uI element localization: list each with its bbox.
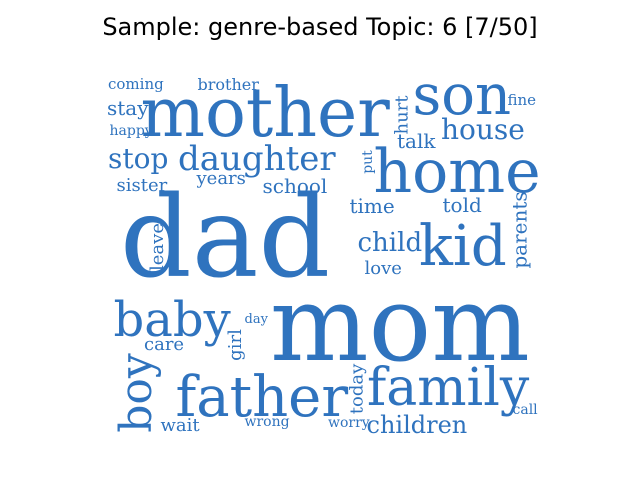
word-daughter: daughter: [178, 139, 336, 179]
word-love: love: [364, 258, 402, 279]
word-sister: sister: [116, 175, 168, 196]
word-children: children: [366, 411, 468, 439]
word-brother: brother: [197, 75, 259, 94]
word-day: day: [244, 311, 268, 327]
word-house: house: [441, 113, 525, 146]
word-cloud: dad mom mother son home kid father family baby bo…: [100, 63, 541, 440]
word-years: years: [196, 168, 246, 189]
word-mom: mom: [270, 263, 530, 385]
word-wait: wait: [160, 415, 200, 436]
plot-title: Sample: genre-based Topic: 6 [7/50]: [102, 13, 538, 41]
word-time: time: [349, 194, 395, 218]
word-dad: dad: [120, 173, 331, 303]
word-told: told: [442, 193, 482, 217]
word-father: father: [175, 365, 349, 430]
word-fine: fine: [507, 90, 537, 109]
word-call: call: [512, 402, 538, 418]
word-talk: talk: [397, 129, 436, 153]
word-hurt: hurt: [391, 95, 413, 135]
word-worry: worry: [328, 415, 370, 431]
word-school: school: [262, 174, 328, 198]
word-mother: mother: [140, 74, 390, 153]
word-home: home: [373, 137, 541, 207]
word-family: family: [367, 358, 530, 418]
word-child: child: [357, 228, 423, 258]
word-kid: kid: [419, 214, 507, 279]
word-baby: baby: [113, 292, 231, 348]
word-put: put: [359, 150, 376, 174]
word-boy: boy: [110, 353, 162, 433]
word-leave: leave: [146, 223, 168, 271]
word-parents: parents: [507, 191, 532, 269]
word-coming: coming: [108, 74, 164, 93]
word-today: today: [345, 363, 367, 415]
word-happy: happy: [109, 123, 153, 139]
word-care: care: [144, 334, 185, 355]
word-stay: stay: [107, 96, 149, 120]
word-wrong: wrong: [244, 414, 290, 430]
word-son: son: [412, 63, 512, 128]
word-girl: girl: [224, 329, 246, 361]
word-stop: stop: [108, 142, 169, 175]
